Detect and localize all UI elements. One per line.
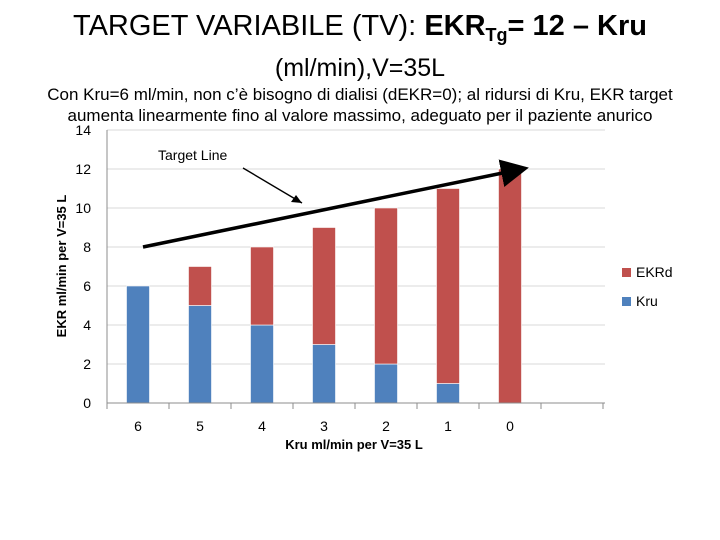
bar-ekrd: [312, 227, 336, 345]
title-suffix: = 12 – Kru: [507, 10, 647, 42]
page-title: TARGET VARIABILE (TV): EKRTg= 12 – Kru: [0, 8, 720, 53]
legend-swatch-kru: [622, 297, 631, 306]
target-line-label: Target Line: [158, 147, 227, 163]
legend-swatch-ekrd: [622, 268, 631, 277]
target-line-pointer-head: [291, 195, 302, 203]
x-tick-label: 0: [506, 418, 514, 434]
legend-label-ekrd: EKRd: [636, 264, 673, 280]
y-tick-label: 8: [83, 239, 91, 255]
bar-kru: [188, 305, 212, 404]
bar-ekrd: [498, 168, 522, 404]
title-prefix: TARGET VARIABILE (TV):: [73, 10, 425, 42]
title-ekr: EKR: [424, 10, 486, 42]
y-axis-title: EKR ml/min per V=35 L: [54, 195, 69, 338]
x-tick-label: 6: [134, 418, 142, 434]
legend-label-kru: Kru: [636, 293, 658, 309]
bar-kru: [436, 383, 460, 404]
y-tick-label: 10: [75, 200, 91, 216]
y-tick-label: 14: [75, 122, 91, 138]
x-tick-label: 5: [196, 418, 204, 434]
y-tick-label: 4: [83, 317, 91, 333]
y-tick-label: 6: [83, 278, 91, 294]
x-tick-label: 1: [444, 418, 452, 434]
target-line-arrow: [142, 159, 529, 249]
y-tick-label: 12: [75, 161, 91, 177]
bar-kru: [374, 363, 398, 404]
bar-kru: [126, 285, 150, 404]
x-tick-label: 4: [258, 418, 266, 434]
x-tick-label: 2: [382, 418, 390, 434]
title-subscript: Tg: [485, 25, 508, 45]
target-line-pointer: [242, 167, 303, 204]
description-text: Con Kru=6 ml/min, non c’è bisogno di dia…: [47, 85, 673, 125]
page-title-line2: (ml/min),V=35L: [274, 54, 446, 82]
bar-ekrd: [374, 207, 398, 365]
bar-kru: [250, 324, 274, 404]
bar-ekrd: [250, 246, 274, 326]
y-tick-label: 2: [83, 356, 91, 372]
x-tick-label: 3: [320, 418, 328, 434]
bar-kru: [312, 344, 336, 404]
y-tick-label: 0: [83, 395, 91, 411]
bar-ekrd: [436, 188, 460, 384]
x-axis-title: Kru ml/min per V=35 L: [285, 437, 423, 452]
bar-ekrd: [188, 266, 212, 306]
